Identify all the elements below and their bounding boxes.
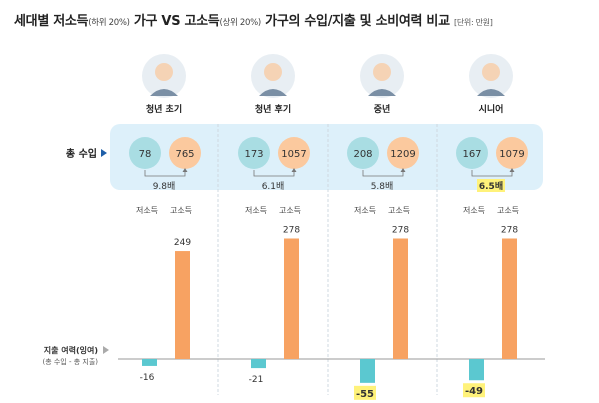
avatar-face-icon <box>373 63 391 81</box>
surplus-high-bar <box>393 238 408 359</box>
income-row-label: 총 수입 <box>66 147 97 160</box>
income-high-value: 1079 <box>499 149 524 160</box>
income-high-circle <box>169 137 201 169</box>
ratio-highlight <box>477 179 505 192</box>
surplus-high-label: 249 <box>174 238 191 248</box>
ratio-connector <box>253 170 295 177</box>
surplus-high-bar <box>284 238 299 359</box>
income-arrow-icon <box>101 149 107 157</box>
income-high-circle <box>387 137 419 169</box>
surplus-low-bar <box>360 359 375 383</box>
surplus-low-highlight <box>354 385 376 400</box>
ratio-arrowhead-icon <box>509 168 515 172</box>
ratio-arrowhead-icon <box>291 168 297 172</box>
series-label-low: 저소득 <box>463 206 485 215</box>
income-low-circle <box>238 137 270 169</box>
surplus-high-bar <box>502 238 517 359</box>
income-low-circle <box>456 137 488 169</box>
income-high-value: 765 <box>175 149 194 160</box>
title-note-high: (상위 20%) <box>219 18 261 28</box>
income-low-value: 208 <box>353 149 372 160</box>
ratio-connector <box>362 170 404 177</box>
series-label-low: 저소득 <box>245 206 267 215</box>
avatar-body-icon <box>150 89 178 96</box>
ratio-label: 9.8배 <box>153 181 176 192</box>
surplus-high-bar <box>175 251 190 359</box>
income-high-value: 1057 <box>281 149 306 160</box>
surplus-arrow-icon <box>103 346 109 354</box>
income-low-value: 78 <box>139 149 152 160</box>
ratio-arrowhead-icon <box>400 168 406 172</box>
income-low-circle <box>347 137 379 169</box>
income-high-circle <box>278 137 310 169</box>
income-low-circle <box>129 137 161 169</box>
surplus-low-label: -55 <box>356 389 374 400</box>
ratio-connector <box>144 170 186 177</box>
avatar-body-icon <box>368 89 396 96</box>
surplus-low-label: -16 <box>140 373 155 383</box>
surplus-row-label: 지출 여력(잉여) <box>44 345 98 355</box>
income-high-value: 1209 <box>390 149 415 160</box>
surplus-low-bar <box>469 359 484 381</box>
surplus-low-bar <box>251 359 266 369</box>
surplus-high-label: 278 <box>392 225 409 235</box>
avatar-face-icon <box>155 63 173 81</box>
surplus-low-label: -21 <box>249 375 264 385</box>
surplus-high-label: 278 <box>283 225 300 235</box>
surplus-high-label: 278 <box>501 225 518 235</box>
title-part1: 세대별 저소득 <box>14 14 89 29</box>
chart-title: 세대별 저소득(하위 20%) 가구 VS 고소득(상위 20%) 가구의 수입… <box>14 10 493 29</box>
income-low-value: 173 <box>244 149 263 160</box>
category-label: 청년 초기 <box>146 103 182 115</box>
avatar-body-icon <box>259 89 287 96</box>
surplus-low-bar <box>142 359 157 366</box>
surplus-low-label: -49 <box>465 386 483 397</box>
ratio-label: 6.5배 <box>479 180 503 192</box>
category-label: 시니어 <box>479 103 504 115</box>
series-label-low: 저소득 <box>136 206 158 215</box>
unit-label: [단위: 만원] <box>454 18 493 27</box>
income-low-value: 167 <box>462 149 481 160</box>
surplus-row-sublabel: (총 수입 - 총 지출) <box>42 357 98 366</box>
income-high-circle <box>496 137 528 169</box>
ratio-label: 5.8배 <box>371 181 394 192</box>
title-part3: 가구의 수입/지출 및 소비여력 비교 <box>260 14 450 29</box>
ratio-connector <box>471 170 513 177</box>
ratio-arrowhead-icon <box>182 168 188 172</box>
series-label-low: 저소득 <box>354 206 376 215</box>
series-label-high: 고소득 <box>388 206 410 215</box>
series-label-high: 고소득 <box>497 206 519 215</box>
category-label: 중년 <box>374 103 391 115</box>
series-label-high: 고소득 <box>170 206 192 215</box>
ratio-label: 6.1배 <box>262 181 285 192</box>
title-note-low: (하위 20%) <box>88 18 130 28</box>
category-label: 청년 후기 <box>255 103 291 115</box>
avatar-face-icon <box>264 63 282 81</box>
avatar-face-icon <box>482 63 500 81</box>
avatar-body-icon <box>477 89 505 96</box>
series-label-high: 고소득 <box>279 206 301 215</box>
surplus-low-highlight <box>463 383 485 398</box>
title-part2: 가구 VS 고소득 <box>129 14 220 29</box>
